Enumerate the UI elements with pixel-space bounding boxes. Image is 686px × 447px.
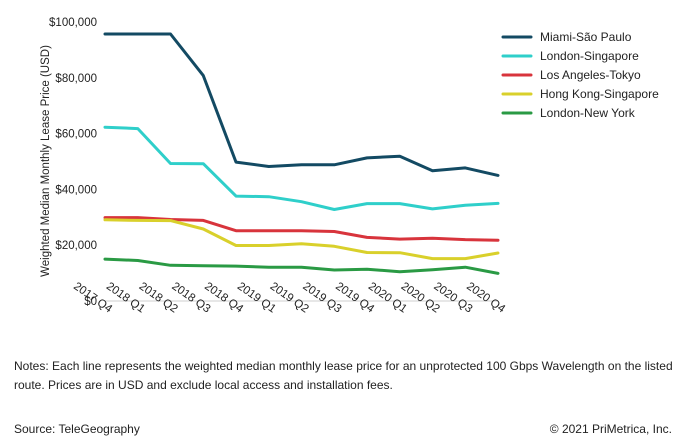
line-chart: $0 $20,000 $40,000 $60,000 $80,000 $100,000 2…: [40, 17, 659, 316]
y-tick-label: $80,000: [55, 73, 97, 85]
series-group: [103, 32, 500, 275]
series-line: [103, 32, 500, 177]
y-axis-ticks: $0 $20,000 $40,000 $60,000 $80,000 $100,000: [49, 17, 97, 308]
y-tick-label: $40,000: [55, 184, 97, 196]
y-tick-label: $100,000: [49, 17, 97, 29]
chart-notes: Notes: Each line represents the weighted…: [14, 359, 673, 392]
series-line: [103, 125, 500, 211]
source-credit: Source: TeleGeography: [14, 422, 140, 436]
copyright-notice: © 2021 PriMetrica, Inc.: [549, 422, 672, 436]
legend-label: London-New York: [540, 106, 636, 120]
legend-label: Hong Kong-Singapore: [540, 87, 659, 101]
legend-label: Los Angeles-Tokyo: [540, 68, 641, 82]
y-tick-label: $60,000: [55, 129, 97, 141]
y-tick-label: $20,000: [55, 240, 97, 252]
y-tick-label: $0: [84, 296, 97, 308]
series-line: [103, 218, 500, 261]
legend: Miami-São Paulo London-Singapore Los Angel…: [501, 30, 659, 120]
y-axis-title: Weighted Median Monthly Lease Price (USD…: [40, 45, 52, 277]
series-line: [103, 257, 500, 275]
legend-label: London-Singapore: [540, 49, 639, 63]
legend-label: Miami-São Paulo: [540, 30, 632, 44]
